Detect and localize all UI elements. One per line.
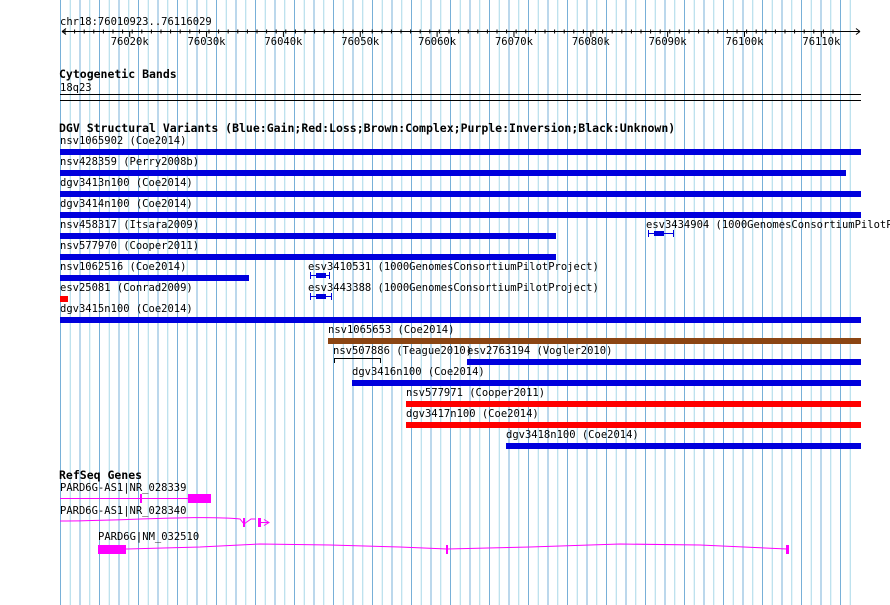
ruler-tick-label: 76080k: [572, 36, 611, 48]
gene-exon[interactable]: [258, 518, 261, 527]
dgv-feature[interactable]: esv2763194 (Vogler2010): [467, 345, 861, 365]
gene-exon[interactable]: [446, 545, 448, 554]
dgv-feature[interactable]: nsv507886 (Teague2010): [333, 345, 472, 363]
dgv-feature-label: nsv507886 (Teague2010): [333, 345, 472, 357]
dgv-feature-bar[interactable]: [328, 338, 861, 344]
ruler-tick-label: 76110k: [802, 36, 841, 48]
refseq-gene[interactable]: PARD6G-AS1|NR_028339: [60, 482, 211, 503]
dgv-feature-label: esv25081 (Conrad2009): [60, 282, 193, 294]
dgv-feature[interactable]: dgv3414n100 (Coe2014): [60, 198, 861, 218]
dgv-feature[interactable]: esv3434904 (1000GenomesConsortiumPilotPr…: [646, 219, 890, 237]
dgv-feature-label: esv3410531 (1000GenomesConsortiumPilotPr…: [308, 261, 599, 273]
dgv-feature-bar[interactable]: [316, 273, 326, 278]
dgv-feature[interactable]: dgv3417n100 (Coe2014): [406, 408, 861, 428]
ruler-tick-label: 76070k: [495, 36, 534, 48]
ruler-tick-label: 76090k: [649, 36, 688, 48]
refseq-gene[interactable]: PARD6G-AS1|NR_028340: [59, 505, 270, 527]
dgv-feature-bar[interactable]: [467, 359, 861, 365]
gene-intron: [125, 543, 788, 550]
dgv-track: DGV Structural Variants (Blue:Gain;Red:L…: [59, 121, 890, 449]
dgv-feature-label: dgv3416n100 (Coe2014): [352, 366, 485, 378]
refseq-gene[interactable]: PARD6G|NM_032510: [98, 531, 789, 554]
refseq-track-title: RefSeq Genes: [59, 468, 142, 482]
dgv-feature[interactable]: dgv3418n100 (Coe2014): [506, 429, 861, 449]
ruler-ticks: 76020k 76030k 76040k 76050k 76060k 76070k 7608…: [61, 28, 861, 48]
dgv-feature[interactable]: nsv1065902 (Coe2014): [60, 135, 861, 155]
dgv-track-title: DGV Structural Variants (Blue:Gain;Red:L…: [59, 121, 675, 135]
dgv-feature-bar[interactable]: [60, 254, 556, 260]
dgv-feature[interactable]: dgv3416n100 (Coe2014): [352, 366, 861, 386]
ruler-tick-label: 76020k: [111, 36, 150, 48]
dgv-feature-bar[interactable]: [60, 170, 846, 176]
dgv-feature-label: esv2763194 (Vogler2010): [467, 345, 612, 357]
dgv-feature-bar[interactable]: [406, 422, 861, 428]
dgv-feature[interactable]: nsv428359 (Perry2008b): [60, 156, 846, 176]
dgv-feature-bar[interactable]: [352, 380, 861, 386]
dgv-feature-label: dgv3415n100 (Coe2014): [60, 303, 193, 315]
dgv-feature-bar[interactable]: [60, 317, 861, 323]
refseq-track: RefSeq Genes PARD6G-AS1|NR_028339 PARD6G-…: [59, 468, 789, 554]
dgv-feature[interactable]: dgv3413n100 (Coe2014): [60, 177, 861, 197]
dgv-feature-label: esv3434904 (1000GenomesConsortiumPilotPr…: [646, 219, 890, 231]
dgv-feature-label: esv3443388 (1000GenomesConsortiumPilotPr…: [308, 282, 599, 294]
gene-exon[interactable]: [786, 545, 789, 554]
gene-exon[interactable]: [98, 545, 126, 554]
strand-arrow-icon: [261, 519, 270, 526]
dgv-feature-bar[interactable]: [60, 149, 861, 155]
dgv-feature-bar[interactable]: [60, 296, 68, 302]
dgv-feature[interactable]: esv3443388 (1000GenomesConsortiumPilotPr…: [308, 282, 599, 300]
dgv-feature-bar[interactable]: [60, 191, 861, 197]
cytoband-track-title: Cytogenetic Bands: [59, 67, 177, 81]
dgv-feature[interactable]: dgv3415n100 (Coe2014): [60, 303, 861, 323]
dgv-feature-bar[interactable]: [654, 231, 664, 236]
dgv-feature-label: nsv1065653 (Coe2014): [328, 324, 454, 336]
ruler-tick-label: 76040k: [264, 36, 303, 48]
gene-label: PARD6G-AS1|NR_028340: [60, 505, 186, 517]
dgv-feature-bar[interactable]: [406, 401, 861, 407]
gene-exon[interactable]: [188, 494, 211, 503]
dgv-feature-label: nsv428359 (Perry2008b): [60, 156, 199, 168]
dgv-feature-bar[interactable]: [60, 212, 861, 218]
dgv-feature-bar[interactable]: [506, 443, 861, 449]
dgv-feature-label: dgv3417n100 (Coe2014): [406, 408, 539, 420]
dgv-feature[interactable]: esv25081 (Conrad2009): [60, 282, 193, 302]
ruler-tick-label: 76030k: [188, 36, 227, 48]
dgv-feature-label: dgv3414n100 (Coe2014): [60, 198, 193, 210]
gene-exon[interactable]: [243, 518, 245, 527]
dgv-feature[interactable]: nsv458317 (Itsara2009): [60, 219, 556, 239]
dgv-feature-label: dgv3413n100 (Coe2014): [60, 177, 193, 189]
dgv-feature-label: nsv577971 (Cooper2011): [406, 387, 545, 399]
cytoband-track[interactable]: Cytogenetic Bands 18q23: [59, 67, 861, 101]
gene-intron: [59, 517, 256, 525]
dgv-feature-label: dgv3418n100 (Coe2014): [506, 429, 639, 441]
dgv-feature-label: nsv458317 (Itsara2009): [60, 219, 199, 231]
dgv-feature[interactable]: nsv1062516 (Coe2014): [60, 261, 249, 281]
cytoband-label: 18q23: [60, 82, 92, 94]
gene-label: PARD6G-AS1|NR_028339: [60, 482, 186, 494]
gene-label: PARD6G|NM_032510: [98, 531, 199, 543]
dgv-feature-bar[interactable]: [60, 275, 249, 281]
dgv-feature-label: nsv577970 (Cooper2011): [60, 240, 199, 252]
dgv-feature-label: nsv1062516 (Coe2014): [60, 261, 186, 273]
ruler-location: chr18:76010923..76116029: [60, 16, 212, 28]
dgv-feature-bar[interactable]: [316, 294, 326, 299]
dgv-feature[interactable]: esv3410531 (1000GenomesConsortiumPilotPr…: [308, 261, 599, 279]
gene-exon[interactable]: [140, 494, 142, 503]
ruler-tick-label: 76050k: [341, 36, 380, 48]
dgv-feature-label: nsv1065902 (Coe2014): [60, 135, 186, 147]
ruler-tick-label: 76060k: [418, 36, 457, 48]
dgv-feature[interactable]: nsv577970 (Cooper2011): [60, 240, 556, 260]
ruler-tick-label: 76100k: [726, 36, 765, 48]
ruler-arrow-icon: [61, 28, 861, 35]
ruler-track: chr18:76010923..76116029 76020k 76030k 760…: [60, 16, 861, 48]
dgv-feature-bar[interactable]: [60, 233, 556, 239]
dgv-feature[interactable]: nsv577971 (Cooper2011): [406, 387, 861, 407]
dgv-feature[interactable]: nsv1065653 (Coe2014): [328, 324, 861, 344]
